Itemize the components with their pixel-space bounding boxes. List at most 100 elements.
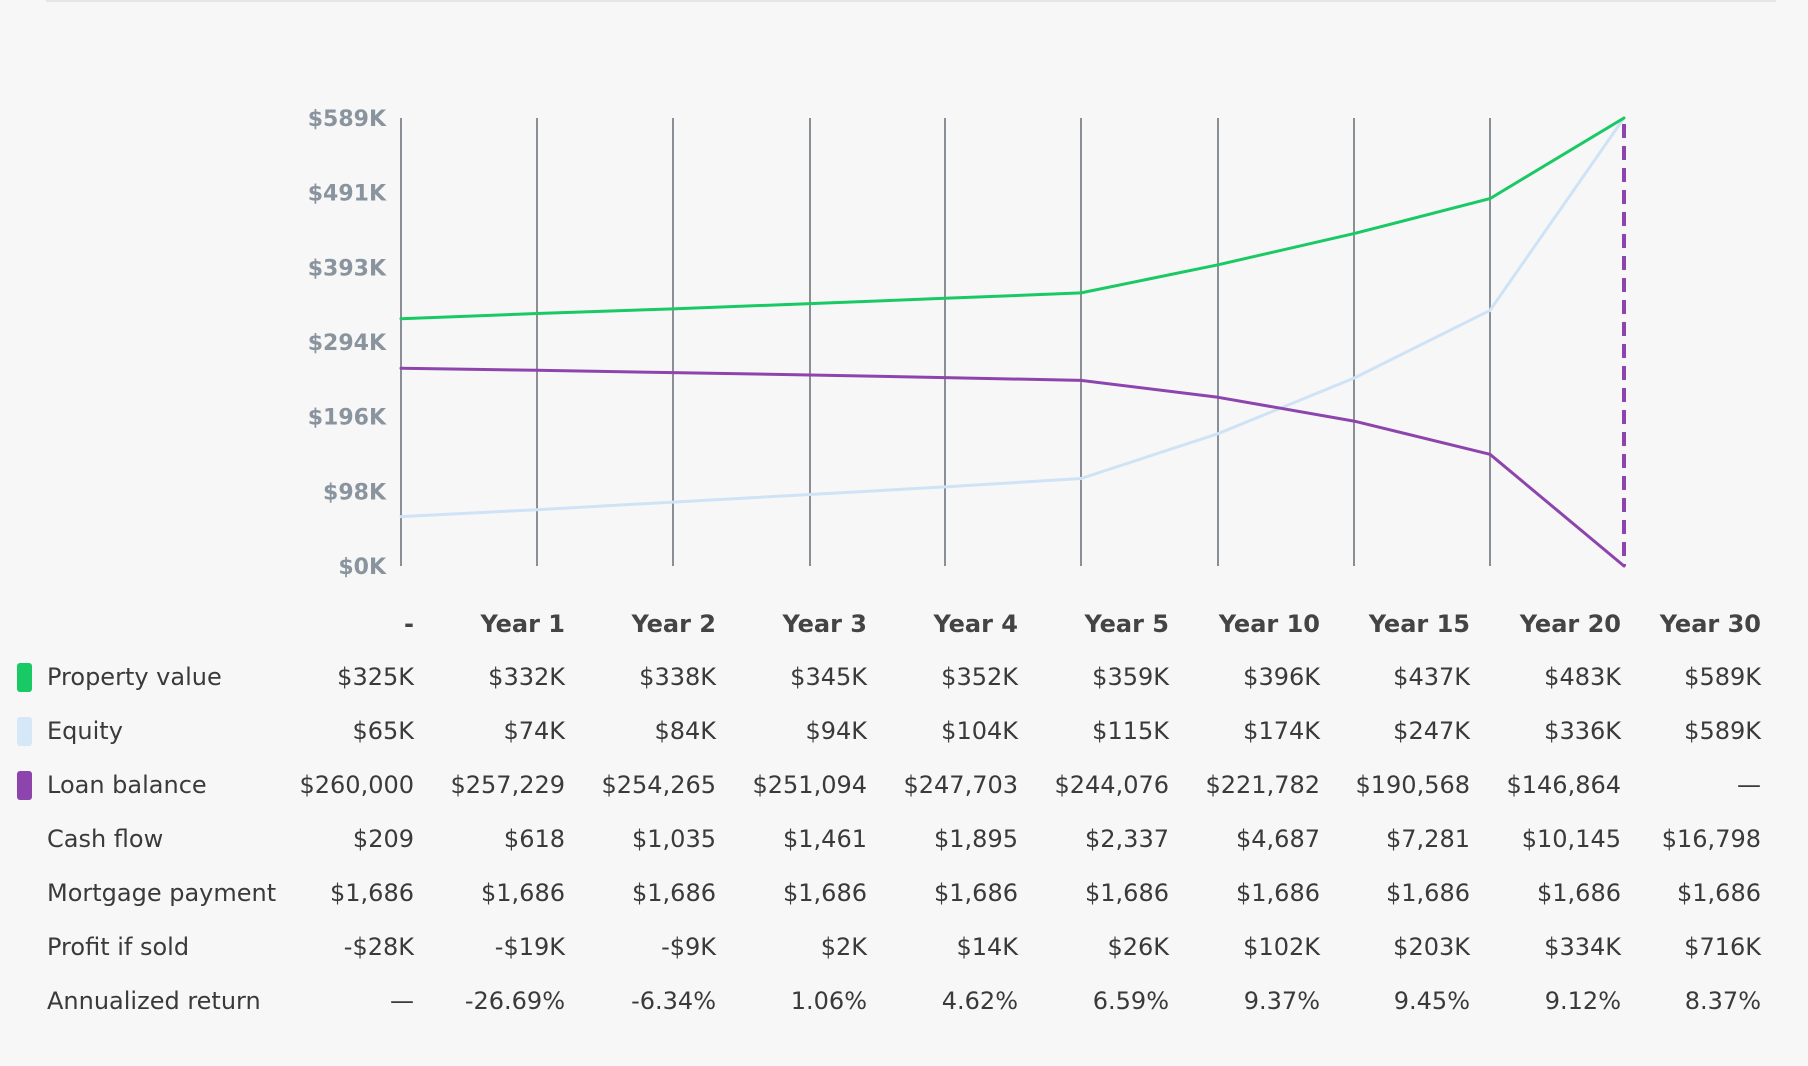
y-tick-label: $0K xyxy=(338,555,387,580)
row-label: Loan balance xyxy=(47,771,207,799)
table-cell: $334K xyxy=(1544,933,1621,961)
legend-swatch xyxy=(17,663,32,692)
table-cell: 9.45% xyxy=(1393,987,1470,1015)
table-cell: -6.34% xyxy=(631,987,716,1015)
table-cell: $260,000 xyxy=(299,771,414,799)
table-cell: $1,686 xyxy=(1085,879,1169,907)
table-cell: $7,281 xyxy=(1386,825,1470,853)
table-row: Annualized return — -26.69% -6.34% 1.06% 4.62… xyxy=(0,974,1808,1028)
column-header: Year 4 xyxy=(933,610,1018,638)
table-cell: $247K xyxy=(1393,717,1470,745)
table-cell: $1,686 xyxy=(632,879,716,907)
table-cell: $1,686 xyxy=(1677,879,1761,907)
table-cell: $26K xyxy=(1107,933,1169,961)
column-header: Year 20 xyxy=(1519,610,1621,638)
line-chart: $589K $491K $393K $294K $196K $98K $0K xyxy=(308,107,1626,580)
table-row: Loan balance $260,000 $257,229 $254,265 $251… xyxy=(0,758,1808,812)
table-cell: $244,076 xyxy=(1054,771,1169,799)
table-cell: — xyxy=(390,987,414,1015)
table-cell: $359K xyxy=(1092,663,1169,691)
table-cell: $437K xyxy=(1393,663,1470,691)
series-line-property-value xyxy=(399,116,1626,321)
table-cell: $1,461 xyxy=(783,825,867,853)
table-cell: $104K xyxy=(941,717,1018,745)
table-cell: $14K xyxy=(956,933,1018,961)
table-cell: $102K xyxy=(1243,933,1320,961)
table-row: Property value $325K $332K $338K $345K $352K $… xyxy=(0,650,1808,704)
table-cell: $716K xyxy=(1684,933,1761,961)
column-header: Year 5 xyxy=(1084,610,1169,638)
y-tick-label: $294K xyxy=(308,331,387,356)
table-cell: $1,686 xyxy=(1386,879,1470,907)
table-cell: $396K xyxy=(1243,663,1320,691)
column-header: Year 2 xyxy=(631,610,716,638)
legend-swatch xyxy=(17,717,32,746)
y-tick-label: $98K xyxy=(323,480,387,505)
row-label: Property value xyxy=(47,663,222,691)
table-cell: $115K xyxy=(1092,717,1169,745)
table-cell: $146,864 xyxy=(1506,771,1621,799)
table-cell: $251,094 xyxy=(752,771,867,799)
table-cell: $84K xyxy=(654,717,716,745)
table-cell: $65K xyxy=(352,717,414,745)
table-header-row: - Year 1 Year 2 Year 3 Year 4 Year 5 Year 10 Ye… xyxy=(0,597,1808,651)
y-tick-label: $589K xyxy=(308,107,387,132)
table-cell: $254,265 xyxy=(601,771,716,799)
table-cell: 6.59% xyxy=(1092,987,1169,1015)
table-cell: -26.69% xyxy=(464,987,565,1015)
row-label: Equity xyxy=(47,717,123,745)
table-cell: $247,703 xyxy=(903,771,1018,799)
row-label: Profit if sold xyxy=(47,933,190,961)
table-cell: $1,686 xyxy=(481,879,565,907)
table-row: Equity $65K $74K $84K $94K $104K $115K $174K $24… xyxy=(0,704,1808,758)
table-cell: $483K xyxy=(1544,663,1621,691)
table-row: Cash flow $209 $618 $1,035 $1,461 $1,895 $2,33… xyxy=(0,812,1808,866)
column-header: Year 30 xyxy=(1659,610,1761,638)
table-cell: $174K xyxy=(1243,717,1320,745)
table-cell: 9.12% xyxy=(1544,987,1621,1015)
table-cell: $338K xyxy=(639,663,716,691)
table-cell: $10,145 xyxy=(1521,825,1621,853)
table-cell: $352K xyxy=(941,663,1018,691)
table-cell: $2K xyxy=(820,933,867,961)
row-label: Cash flow xyxy=(47,825,164,853)
row-label: Annualized return xyxy=(47,987,261,1015)
table-cell: -$9K xyxy=(661,933,716,961)
table-cell: 9.37% xyxy=(1243,987,1320,1015)
table-cell: $94K xyxy=(805,717,867,745)
y-tick-label: $393K xyxy=(308,256,387,281)
column-header: Year 1 xyxy=(480,610,565,638)
table-cell: $1,895 xyxy=(934,825,1018,853)
table-cell: $1,035 xyxy=(632,825,716,853)
column-header: Year 3 xyxy=(782,610,867,638)
series-line-equity xyxy=(399,116,1626,519)
table-cell: $203K xyxy=(1393,933,1470,961)
table-cell: $190,568 xyxy=(1355,771,1470,799)
table-cell: 8.37% xyxy=(1684,987,1761,1015)
column-header: Year 15 xyxy=(1368,610,1470,638)
table-cell: — xyxy=(1737,771,1761,799)
table-cell: $1,686 xyxy=(1236,879,1320,907)
y-tick-label: $491K xyxy=(308,182,387,207)
table-cell: $332K xyxy=(488,663,565,691)
top-divider xyxy=(46,0,1776,2)
row-label: Mortgage payment xyxy=(47,879,277,907)
table-cell: 1.06% xyxy=(790,987,867,1015)
table-cell: -$19K xyxy=(494,933,565,961)
table-cell: -$28K xyxy=(343,933,414,961)
table-cell: $209 xyxy=(352,825,414,853)
table-cell: $1,686 xyxy=(1537,879,1621,907)
table-cell: $1,686 xyxy=(330,879,414,907)
table-cell: $4,687 xyxy=(1236,825,1320,853)
column-header: Year 10 xyxy=(1218,610,1320,638)
table-cell: $589K xyxy=(1684,717,1761,745)
table-cell: $257,229 xyxy=(450,771,565,799)
table-cell: $345K xyxy=(790,663,867,691)
table-cell: $618 xyxy=(503,825,565,853)
table-cell: $1,686 xyxy=(934,879,1018,907)
legend-swatch xyxy=(17,771,32,800)
table-cell: $16,798 xyxy=(1661,825,1761,853)
table-cell: $221,782 xyxy=(1205,771,1320,799)
column-header: - xyxy=(404,610,414,638)
series-line-loan-balance xyxy=(399,366,1626,568)
